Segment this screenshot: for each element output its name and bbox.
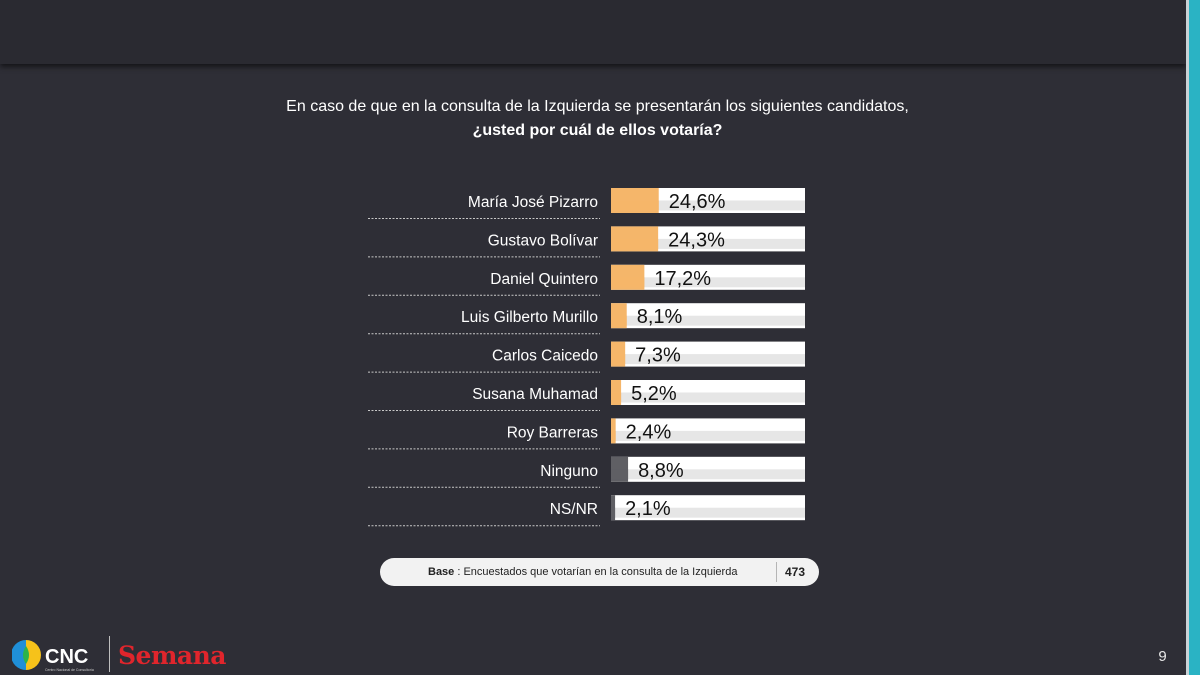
semana-logo: Semana [118,641,227,670]
category-label: Carlos Caicedo [492,348,598,365]
header-bar [0,0,1186,64]
bar-track-band [611,354,805,365]
category-label: Luis Gilberto Murillo [461,309,598,326]
bar-shade [611,392,622,403]
bar-row: 24,3% Gustavo Bolívar [368,226,805,258]
bar-row: 17,2% Daniel Quintero [368,264,805,296]
base-info-pill: Base : Encuestados que votarían en la co… [380,558,819,586]
bar-row: 7,3% Carlos Caicedo [368,341,805,373]
category-label: Gustavo Bolívar [488,232,598,249]
bar-track-band [611,277,805,288]
bar-shade [611,507,616,518]
category-label: Susana Muhamad [472,386,598,403]
bar-shade [611,354,626,365]
bar-value-label: 2,4% [626,421,672,443]
cnc-logo-subtext: Centro Nacional de Consultoría [45,668,94,672]
bar-value-label: 7,3% [635,345,681,367]
bar-track-band [611,315,805,326]
base-text: Encuestados que votarían en la consulta … [463,566,738,578]
category-label: Roy Barreras [507,424,599,441]
bar-value-label: 24,6% [669,191,726,213]
base-label: Base [428,566,455,578]
question-line-1: En caso de que en la consulta de la Izqu… [286,98,909,115]
bar-row: 2,1% NS/NR [368,495,805,527]
bar-track-band [611,392,805,403]
bar-track-band [611,238,805,249]
category-label: NS/NR [550,501,598,518]
bar-value-label: 5,2% [631,383,677,405]
bar-shade [611,430,616,441]
bar-value-label: 8,8% [638,460,684,482]
bar-track-band [611,469,805,480]
cnc-logo: CNC Centro Nacional de Consultoría [12,640,94,672]
base-divider [776,562,777,582]
right-accent-stripe [1186,0,1200,675]
base-sample-size: 473 [785,565,806,579]
bar-row: 2,4% Roy Barreras [368,418,805,450]
bar-row: 5,2% Susana Muhamad [368,380,805,411]
bar-shade [611,238,659,249]
bar-shade [611,200,659,211]
cnc-logo-text: CNC [45,646,88,668]
base-description: Base : Encuestados que votarían en la co… [428,566,738,578]
bar-value-label: 8,1% [637,306,683,328]
bar-track-band [611,507,805,518]
bar-value-label: 2,1% [625,498,671,520]
bar-shade [611,315,627,326]
bar-track-band [611,430,805,441]
category-label: María José Pizarro [468,194,598,211]
bar-row: 8,8% Ninguno [368,456,805,488]
category-label: Daniel Quintero [490,271,598,288]
bar-shade [611,469,629,480]
bar-value-label: 17,2% [654,268,711,290]
bar-value-label: 24,3% [668,229,725,251]
bar-row: 24,6% María José Pizarro [368,188,805,219]
category-label: Ninguno [540,463,598,480]
page-number: 9 [1158,648,1167,665]
bar-shade [611,277,645,288]
bar-track-band [611,200,805,211]
cnc-logo-icon [12,640,41,670]
logo-separator [109,636,110,672]
question-line-2: ¿usted por cuál de ellos votaría? [472,122,723,139]
question-text: En caso de que en la consulta de la Izqu… [0,95,1195,143]
bar-row: 8,1% Luis Gilberto Murillo [368,303,805,335]
